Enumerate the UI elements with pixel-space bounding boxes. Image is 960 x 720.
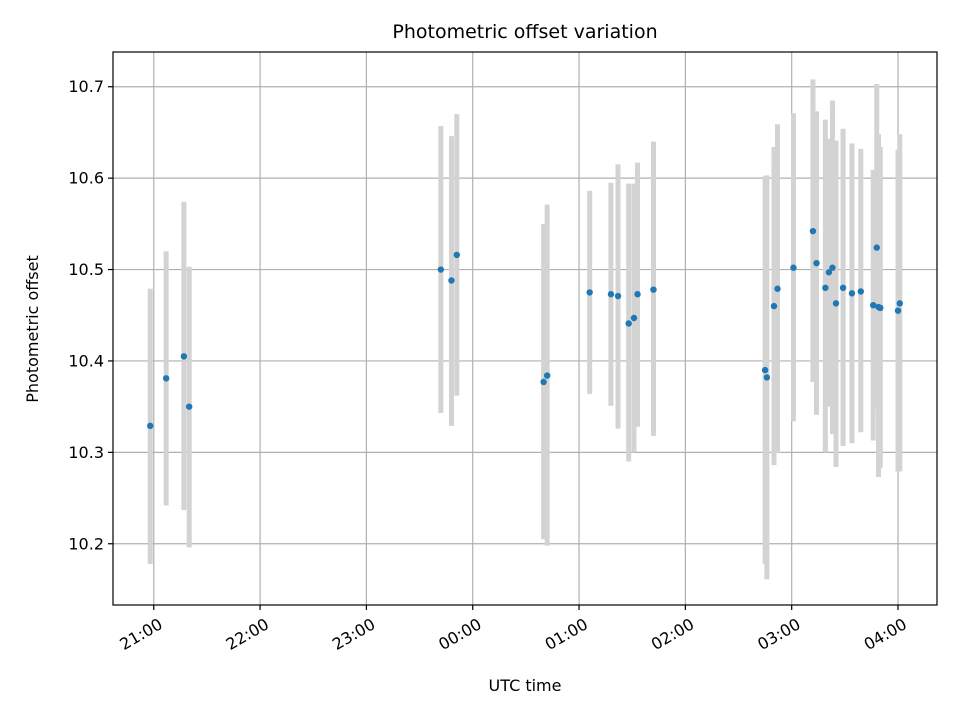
data-point [147, 422, 154, 430]
data-point [770, 302, 778, 310]
data-point [848, 290, 856, 297]
y-tick-label: 10.3 [68, 443, 104, 462]
data-point [873, 244, 880, 251]
y-axis: 10.2 10.3 10.4 10.5 10.6 10.7 [68, 77, 113, 553]
data-point [162, 375, 170, 382]
data-point [832, 300, 840, 307]
chart-title: Photometric offset variation [392, 21, 657, 43]
data-point [839, 284, 847, 292]
data-point [894, 307, 902, 314]
data-points [147, 227, 903, 430]
y-tick-label: 10.5 [68, 260, 104, 279]
data-point [877, 304, 884, 312]
data-point [540, 378, 547, 386]
data-point [586, 289, 593, 296]
data-point [822, 284, 829, 292]
data-point [543, 372, 551, 379]
y-tick-label: 10.6 [68, 169, 104, 188]
y-tick-label: 10.4 [68, 351, 104, 370]
data-point [180, 353, 188, 360]
data-point [829, 264, 836, 271]
x-axis-label: UTC time [489, 676, 562, 695]
data-point [763, 374, 771, 381]
data-point [453, 251, 460, 259]
data-point [857, 288, 865, 295]
plot-frame [112, 51, 938, 606]
data-point [870, 301, 877, 309]
data-point [790, 264, 797, 271]
data-point [634, 291, 641, 298]
data-point [614, 292, 622, 300]
data-point [607, 291, 615, 298]
data-point [185, 403, 193, 410]
y-tick-label: 10.2 [68, 534, 104, 553]
data-point [896, 300, 903, 307]
data-point [813, 259, 820, 267]
data-point [761, 366, 769, 374]
data-point [437, 266, 445, 273]
data-point [774, 285, 781, 292]
data-point [630, 314, 638, 322]
data-point [825, 269, 833, 276]
data-point [448, 277, 455, 284]
y-tick-label: 10.7 [68, 77, 104, 96]
y-axis-label: Photometric offset [23, 255, 42, 403]
data-point [650, 286, 657, 293]
data-point [809, 227, 817, 235]
data-point [625, 320, 632, 327]
